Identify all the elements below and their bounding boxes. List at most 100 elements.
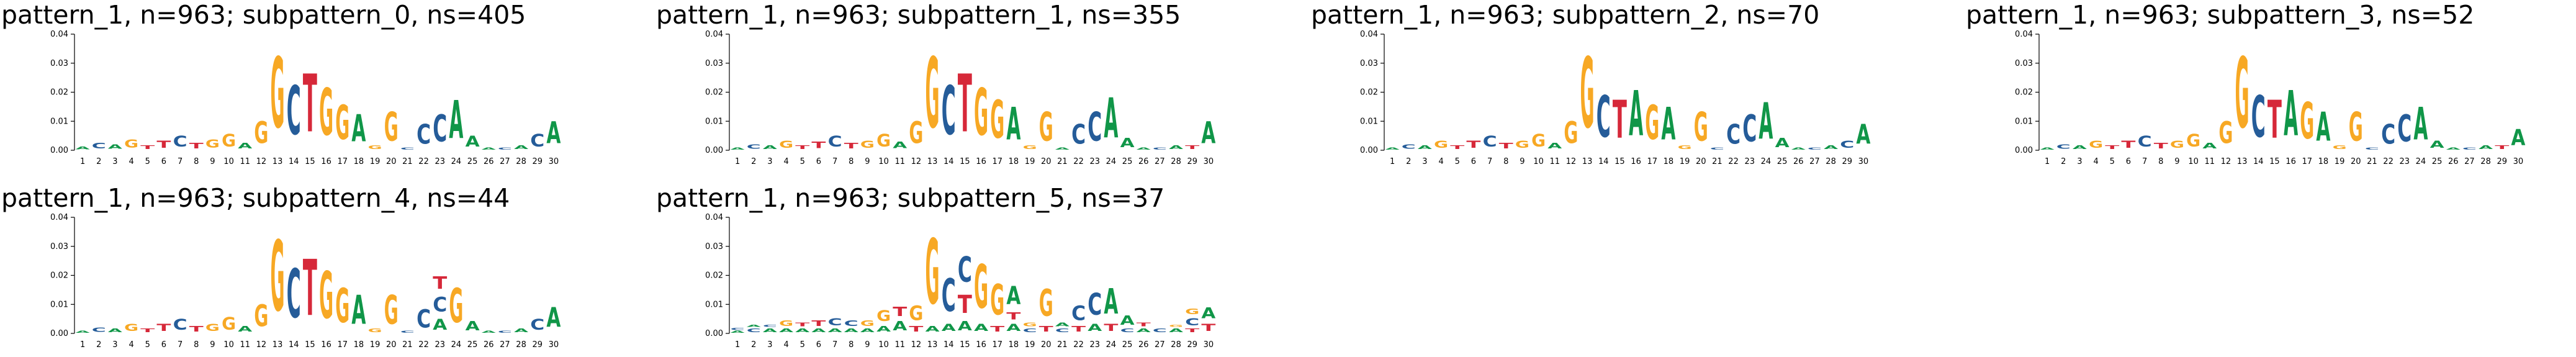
- logo-letter-A: A: [1055, 147, 1070, 150]
- logo-letter-A: A: [1104, 88, 1118, 151]
- x-tick-label: 11: [894, 157, 905, 166]
- x-tick-label: 24: [2416, 157, 2426, 166]
- logo-letter-A: A: [238, 325, 253, 334]
- x-tick-label: 16: [321, 157, 331, 166]
- y-tick-label: 0.02: [2015, 88, 2033, 97]
- x-tick-label: 25: [1777, 157, 1788, 166]
- logo-letter-C: C: [1120, 328, 1135, 333]
- x-tick-label: 3: [767, 340, 772, 350]
- logo-letter-A: A: [893, 319, 907, 333]
- logo-letter-A: A: [466, 133, 480, 151]
- x-tick-label: 17: [1647, 157, 1657, 166]
- y-tick-label: 0.04: [50, 213, 68, 222]
- logo-letter-G: G: [271, 221, 285, 333]
- logo-letter-G: G: [974, 75, 988, 150]
- x-tick-label: 28: [2480, 157, 2491, 166]
- y-tick-label: 0.04: [2015, 30, 2033, 39]
- panel-title-4: pattern_1, n=963; subpattern_4, ns=44: [1, 183, 510, 213]
- logo-plot-5: 0.000.010.020.030.041 2 3 4 5 6 7 8 9 10 11 12 13 14 1…: [705, 213, 1215, 350]
- logo-letter-G: G: [779, 319, 793, 328]
- logo-panel-5: pattern_1, n=963; subpattern_5, ns=37 0.…: [655, 183, 1300, 357]
- logo-letter-A: A: [893, 140, 907, 150]
- logo-letter-A: A: [1661, 98, 1675, 150]
- logo-letter-C: C: [958, 250, 972, 290]
- logo-letter-A: A: [763, 145, 777, 150]
- logo-letter-C: C: [844, 319, 858, 328]
- logo-letter-G: G: [860, 139, 875, 150]
- x-tick-label: 1: [80, 340, 85, 350]
- logo-letter-G: G: [2089, 139, 2103, 150]
- x-tick-label: 23: [435, 157, 445, 166]
- x-tick-label: 22: [1073, 157, 1084, 166]
- logo-letter-A: A: [731, 147, 745, 151]
- x-tick-label: 22: [418, 340, 429, 350]
- logo-letter-G: G: [2333, 145, 2347, 150]
- x-tick-label: 24: [1106, 340, 1117, 350]
- logo-letter-G: G: [925, 38, 940, 150]
- logo-plot-0: 0.000.010.020.030.041 2 3 4 5 6 7 8 9 10 11 12 13 14 1…: [50, 30, 561, 166]
- logo-letter-G: G: [2186, 130, 2200, 150]
- logo-letter-C: C: [530, 316, 544, 333]
- logo-letter-C: C: [1071, 302, 1086, 325]
- logo-letter-T: T: [2495, 145, 2509, 150]
- logo-panel-0: pattern_1, n=963; subpattern_0, ns=405 0…: [0, 0, 646, 174]
- logo-letter-C: C: [2381, 119, 2395, 151]
- x-tick-label: 8: [849, 157, 853, 166]
- logo-letter-A: A: [76, 330, 91, 334]
- logo-letter-G: G: [1564, 117, 1578, 151]
- logo-letter-G: G: [909, 117, 923, 151]
- x-tick-label: 28: [1171, 340, 1181, 350]
- logo-letter-G: G: [2349, 104, 2363, 150]
- x-tick-label: 25: [1122, 157, 1133, 166]
- x-tick-label: 10: [878, 340, 889, 350]
- logo-letter-C: C: [1402, 143, 1416, 151]
- x-tick-label: 27: [1155, 340, 1165, 350]
- y-tick-label: 0.04: [50, 30, 68, 39]
- y-tick-label: 0.02: [705, 88, 723, 97]
- x-tick-label: 30: [549, 340, 559, 350]
- y-tick-label: 0.02: [705, 271, 723, 281]
- logo-letter-G: G: [1023, 322, 1037, 327]
- x-tick-label: 29: [1187, 157, 1197, 166]
- logo-letter-A: A: [2316, 104, 2330, 150]
- logo-letter-A: A: [1055, 322, 1070, 328]
- x-tick-label: 30: [2513, 157, 2524, 166]
- logo-letter-A: A: [779, 328, 793, 333]
- x-tick-label: 7: [2142, 157, 2147, 166]
- logo-letter-G: G: [254, 117, 268, 151]
- y-tick-label: 0.01: [1360, 117, 1378, 126]
- logo-letter-C: C: [747, 328, 761, 333]
- logo-letter-T: T: [2105, 145, 2119, 150]
- logo-letter-A: A: [108, 143, 123, 151]
- logo-letter-T: T: [795, 322, 809, 327]
- logo-letter-A: A: [1120, 135, 1135, 150]
- logo-letter-A: A: [449, 90, 463, 150]
- logo-letter-T: T: [1201, 322, 1215, 334]
- logo-letter-A: A: [1201, 116, 1215, 150]
- logo-letter-G: G: [990, 276, 1004, 325]
- x-tick-label: 25: [467, 157, 478, 166]
- logo-letter-A: A: [876, 325, 891, 334]
- x-tick-label: 9: [210, 340, 215, 350]
- logo-letter-C: C: [1071, 119, 1086, 151]
- logo-letter-A: A: [514, 145, 528, 150]
- x-tick-label: 1: [735, 340, 740, 350]
- logo-letter-C: C: [942, 271, 956, 322]
- logo-letter-C: C: [1023, 328, 1037, 333]
- logo-letter-G: G: [909, 302, 923, 325]
- panel-title-3: pattern_1, n=963; subpattern_3, ns=52: [1966, 0, 2475, 30]
- logo-letter-C: C: [287, 72, 301, 150]
- logo-letter-C: C: [1088, 104, 1102, 150]
- x-tick-label: 11: [240, 340, 250, 350]
- logo-letter-T: T: [2121, 139, 2135, 151]
- logo-letter-C: C: [942, 72, 956, 150]
- logo-letter-C: C: [433, 108, 447, 151]
- y-tick-label: 0.03: [50, 59, 68, 68]
- logo-letter-A: A: [828, 328, 842, 333]
- x-tick-label: 6: [2126, 157, 2131, 166]
- x-tick-label: 30: [1858, 157, 1869, 166]
- x-tick-label: 7: [178, 340, 182, 350]
- logo-letter-A: A: [482, 147, 497, 150]
- x-tick-label: 5: [145, 157, 150, 166]
- x-tick-label: 10: [1533, 157, 1544, 166]
